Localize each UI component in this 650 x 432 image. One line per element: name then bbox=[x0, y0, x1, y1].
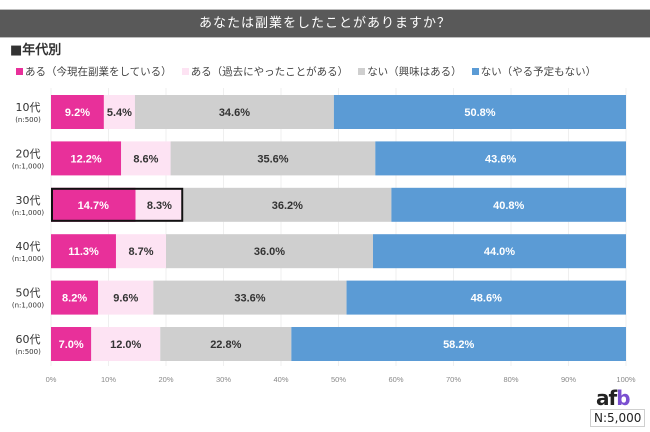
legend-item: ある（過去にやったことがある） bbox=[181, 64, 349, 79]
chart-title: あなたは副業をしたことがありますか？ bbox=[0, 9, 650, 38]
category-label: 20代 bbox=[16, 147, 41, 160]
data-label: 22.8% bbox=[210, 339, 241, 351]
legend-item: ある（今現在副業をしている） bbox=[16, 64, 172, 79]
bar-segment bbox=[115, 234, 166, 269]
afb-logo: afb bbox=[596, 386, 631, 410]
data-label: 8.7% bbox=[128, 246, 153, 258]
bar-segment bbox=[103, 95, 135, 129]
x-tick-label: 40% bbox=[273, 375, 288, 384]
data-label: 33.6% bbox=[234, 293, 265, 305]
x-tick-label: 0% bbox=[46, 375, 57, 384]
data-label: 43.6% bbox=[485, 153, 516, 165]
legend-label: ある（今現在副業をしている） bbox=[25, 66, 172, 78]
data-label: 12.0% bbox=[110, 339, 141, 351]
highlight-box bbox=[51, 187, 184, 222]
data-label: 35.6% bbox=[257, 153, 288, 165]
x-tick-label: 30% bbox=[216, 375, 231, 384]
data-label: 5.4% bbox=[107, 107, 132, 119]
legend: ある（今現在副業をしている） ある（過去にやったことがある） ない（興味はある） ない… bbox=[16, 64, 596, 79]
category-label: 50代 bbox=[16, 287, 41, 300]
x-tick-label: 80% bbox=[503, 375, 518, 384]
bar-segment bbox=[183, 187, 392, 222]
x-tick-label: 70% bbox=[446, 375, 461, 384]
data-label: 40.8% bbox=[493, 200, 524, 212]
data-label: 9.6% bbox=[113, 293, 138, 305]
bar-segment bbox=[51, 234, 116, 269]
data-label: 8.6% bbox=[133, 153, 158, 165]
bar-segment bbox=[333, 95, 626, 129]
logo-text: af bbox=[596, 386, 617, 410]
legend-item: ない（やる予定もない） bbox=[471, 64, 597, 79]
data-label: 8.2% bbox=[62, 293, 87, 305]
category-sample-label: (n:500) bbox=[15, 116, 41, 124]
data-label: 14.7% bbox=[78, 200, 109, 212]
data-label: 48.6% bbox=[471, 293, 502, 305]
category-sample-label: (n:1,000) bbox=[12, 162, 45, 170]
bar-segment bbox=[51, 187, 136, 222]
legend-item: ない（興味はある） bbox=[358, 64, 462, 79]
category-sample-label: (n:1,000) bbox=[12, 302, 45, 310]
x-tick-label: 50% bbox=[331, 375, 346, 384]
data-label: 11.3% bbox=[68, 246, 99, 258]
legend-swatch bbox=[471, 68, 479, 75]
bar-segment bbox=[170, 141, 376, 176]
data-label: 9.2% bbox=[65, 107, 90, 119]
legend-label: ある（過去にやったことがある） bbox=[190, 66, 349, 78]
bar-segment bbox=[51, 327, 92, 361]
bar-segment bbox=[375, 141, 626, 176]
bar-segment bbox=[51, 280, 99, 315]
logo-text-accent: b bbox=[616, 386, 630, 410]
legend-swatch bbox=[16, 68, 23, 75]
category-sample-label: (n:500) bbox=[15, 348, 41, 356]
data-label: 50.8% bbox=[464, 107, 495, 119]
data-label: 34.6% bbox=[219, 107, 250, 119]
x-tick-label: 10% bbox=[101, 375, 116, 384]
data-label: 7.0% bbox=[59, 339, 84, 351]
bar-segment bbox=[51, 141, 122, 176]
sample-size-label: N:5,000 bbox=[590, 409, 646, 427]
bar-segment bbox=[121, 141, 171, 176]
bar-segment bbox=[135, 187, 184, 222]
bar-segment bbox=[98, 280, 154, 315]
category-sample-label: (n:1,000) bbox=[12, 209, 45, 217]
bar-segment bbox=[51, 95, 104, 129]
x-tick-label: 100% bbox=[616, 375, 636, 384]
category-label: 10代 bbox=[16, 101, 41, 114]
category-label: 60代 bbox=[16, 333, 41, 346]
legend-label: ない（やる予定もない） bbox=[480, 66, 597, 78]
data-label: 36.2% bbox=[272, 200, 303, 212]
bar-segment bbox=[91, 327, 161, 361]
bar-segment bbox=[291, 327, 626, 361]
category-sample-label: (n:1,000) bbox=[12, 255, 45, 263]
bar-segment bbox=[134, 95, 334, 129]
x-tick-label: 90% bbox=[561, 375, 576, 384]
bar-segment bbox=[346, 280, 626, 315]
bar-segment bbox=[153, 280, 347, 315]
data-label: 58.2% bbox=[443, 339, 474, 351]
bar-segment bbox=[391, 187, 626, 222]
x-tick-label: 60% bbox=[388, 375, 403, 384]
data-label: 44.0% bbox=[484, 246, 515, 258]
x-tick-label: 20% bbox=[158, 375, 173, 384]
legend-swatch bbox=[358, 68, 366, 75]
data-label: 8.3% bbox=[147, 200, 172, 212]
bar-segment bbox=[160, 327, 292, 361]
data-label: 12.2% bbox=[70, 153, 101, 165]
data-label: 36.0% bbox=[254, 246, 285, 258]
legend-label: ない（興味はある） bbox=[367, 66, 462, 78]
bar-segment bbox=[373, 234, 626, 269]
legend-swatch bbox=[181, 68, 189, 75]
category-label: 40代 bbox=[16, 240, 41, 253]
section-heading: ■年代別 bbox=[10, 43, 62, 58]
bar-segment bbox=[166, 234, 373, 269]
category-label: 30代 bbox=[16, 194, 41, 207]
